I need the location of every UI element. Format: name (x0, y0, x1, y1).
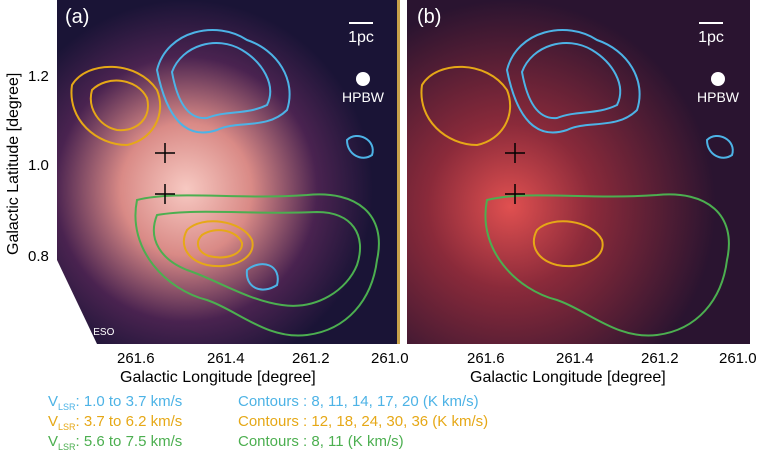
legend-velocity-green: VLSR: 5.6 to 7.5 km/s (48, 433, 183, 452)
y-tick-label: 0.8 (28, 248, 49, 265)
panel-b-image: (b) 1pc HPBW (407, 0, 750, 344)
x-tick-label: 261.2 (641, 350, 679, 367)
legend-contours-cyan: Contours : 8, 11, 14, 17, 20 (K km/s) (238, 393, 479, 410)
beam-dot-icon (356, 72, 370, 86)
scale-bar: 1pc (341, 22, 381, 47)
x-tick-label: 261.4 (207, 350, 245, 367)
image-credit: Credit: ESO (61, 327, 115, 338)
scale-bar-label: 1pc (698, 29, 724, 46)
panel-label: (b) (417, 6, 442, 28)
optical-image-background (57, 0, 397, 344)
panel-a-image: (a) 1pc HPBW Credit: ESO (57, 0, 400, 344)
x-tick-label: 261.0 (719, 350, 757, 367)
beam-label: HPBW (697, 89, 739, 105)
x-axis-title: Galactic Longitude [degree] (470, 369, 666, 386)
scale-bar: 1pc (691, 22, 731, 47)
beam-label: HPBW (342, 89, 384, 105)
panel-label: (a) (65, 6, 90, 28)
scale-bar-line (699, 22, 723, 24)
legend-velocity-orange: VLSR: 3.7 to 6.2 km/s (48, 413, 183, 432)
x-axis-title: Galactic Longitude [degree] (120, 369, 316, 386)
beam-dot-icon (711, 72, 725, 86)
legend-contours-green: Contours : 8, 11 (K km/s) (238, 433, 404, 450)
x-tick-label: 261.6 (117, 350, 155, 367)
x-tick-label: 261.4 (556, 350, 594, 367)
scale-bar-label: 1pc (348, 29, 374, 46)
beam-size-marker: HPBW (338, 72, 388, 105)
legend-velocity-cyan: VLSR: 1.0 to 3.7 km/s (48, 393, 183, 412)
x-tick-label: 261.6 (467, 350, 505, 367)
legend-contours-orange: Contours : 12, 18, 24, 30, 36 (K km/s) (238, 413, 489, 430)
y-axis-title: Galactic Latitude [degree] (5, 72, 22, 255)
scale-bar-line (349, 22, 373, 24)
beam-size-marker: HPBW (693, 72, 743, 105)
x-tick-label: 261.0 (371, 350, 409, 367)
infrared-image-background (407, 0, 750, 344)
y-tick-label: 1.0 (28, 157, 49, 174)
x-tick-label: 261.2 (292, 350, 330, 367)
y-tick-label: 1.2 (28, 68, 49, 85)
